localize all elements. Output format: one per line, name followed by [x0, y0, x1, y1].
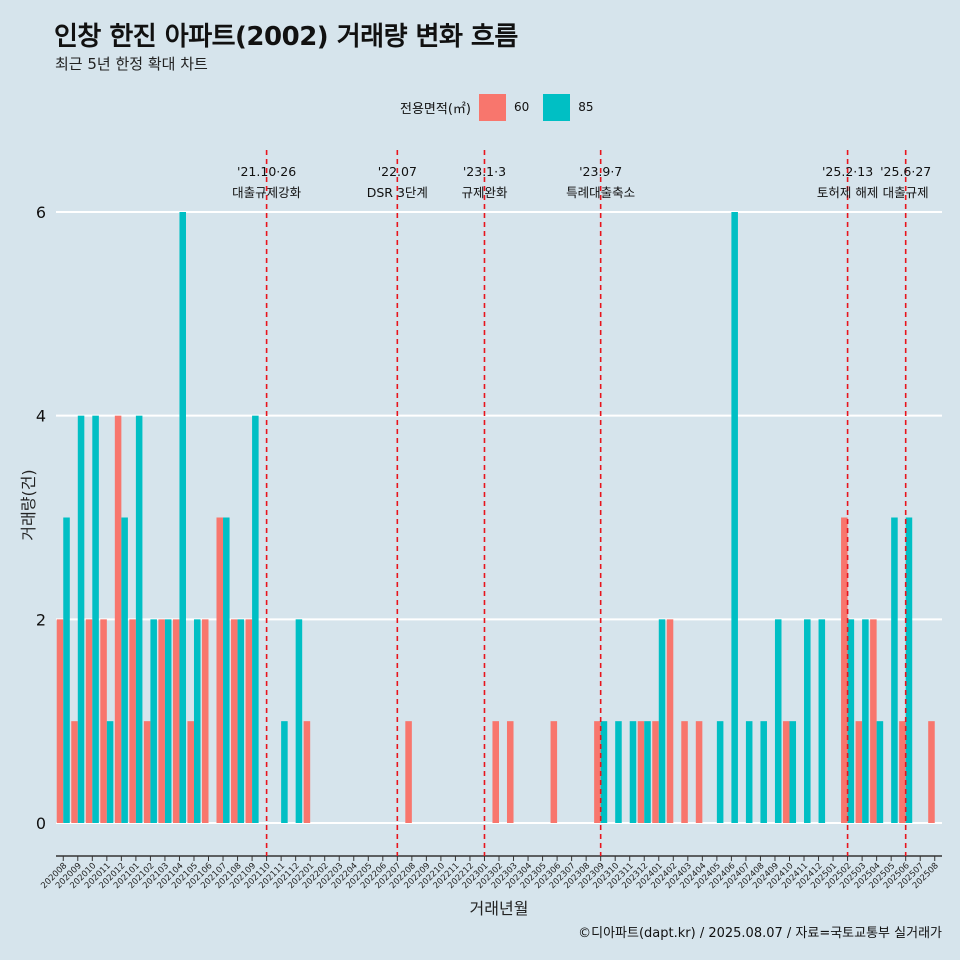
bar-60-202503	[855, 721, 863, 823]
event-date: '25.2·13	[822, 164, 873, 179]
bar-60-202201	[303, 721, 311, 823]
bar-60-202208	[405, 721, 412, 823]
legend-swatch-60	[478, 93, 506, 121]
bar-60-202108	[231, 619, 238, 823]
event-date: '23.9·7	[579, 164, 622, 179]
bar-60-202011	[100, 619, 107, 823]
bar-60-202504	[870, 619, 877, 823]
bar-85-202503	[862, 619, 869, 823]
x-axis-title: 거래년월	[470, 899, 529, 918]
bar-60-202010	[85, 619, 93, 823]
legend-label-60: 60	[513, 100, 530, 114]
bar-85-202109	[252, 415, 259, 823]
y-tick-label: 4	[36, 407, 46, 426]
bar-85-202411	[804, 619, 811, 823]
event-date: '23.1·3	[463, 164, 506, 179]
event-label: 특례대출축소	[566, 185, 635, 200]
event-label: 규제완화	[461, 185, 508, 200]
legend-label-85: 85	[578, 100, 594, 114]
bar-60-202104	[172, 619, 180, 823]
bar-60-202302	[492, 721, 499, 823]
bar-85-202012	[121, 517, 128, 823]
bar-60-202502	[841, 517, 848, 823]
bar-60-202506	[899, 721, 906, 823]
event-date: '25.6·27	[880, 164, 931, 179]
y-tick-label: 0	[36, 814, 46, 833]
bar-60-202101	[129, 619, 136, 823]
legend-title: 전용면적(㎡)	[400, 101, 471, 117]
bar-85-202010	[92, 415, 99, 823]
bar-60-202402	[666, 619, 674, 823]
bar-85-202011	[106, 721, 114, 823]
bar-85-202105	[193, 619, 201, 823]
bar-85-202310	[615, 721, 622, 823]
bar-85-202409	[774, 619, 782, 823]
bar-85-202111	[281, 721, 288, 823]
chart-title: 인창 한진 아파트(2002) 거래량 변화 흐름	[54, 22, 518, 52]
bar-85-202407	[745, 721, 753, 823]
bar-60-202404	[695, 721, 703, 823]
bar-60-202009	[71, 721, 78, 823]
bar-85-202401	[658, 619, 666, 823]
bar-85-202009	[77, 415, 85, 823]
bar-60-202008	[56, 619, 64, 823]
bar-60-202107	[216, 517, 224, 823]
event-date: '22.07	[378, 164, 417, 179]
bar-60-202410	[782, 721, 790, 823]
event-label: DSR 3단계	[367, 185, 428, 200]
bar-60-202306	[550, 721, 558, 823]
bar-85-202104	[179, 212, 186, 823]
bar-60-202403	[681, 721, 688, 823]
bar-60-202105	[187, 721, 194, 823]
source-caption: ©디아파트(dapt.kr) / 2025.08.07 / 자료=국토교통부 실…	[578, 926, 942, 941]
bar-60-202401	[652, 721, 659, 823]
bar-85-202107	[223, 517, 230, 823]
bar-85-202405	[716, 721, 724, 823]
bar-85-202112	[295, 619, 303, 823]
y-tick-label: 2	[36, 610, 46, 629]
bar-85-202505	[891, 517, 898, 823]
bar-60-202312	[637, 721, 645, 823]
bar-60-202309	[594, 721, 601, 823]
bar-60-202103	[158, 619, 165, 823]
bar-85-202008	[63, 517, 70, 823]
chart-subtitle: 최근 5년 한정 확대 차트	[55, 55, 208, 73]
event-label: 대출규제강화	[232, 185, 302, 200]
bar-85-202412	[818, 619, 826, 823]
bar-85-202108	[237, 619, 245, 823]
bar-85-202102	[150, 619, 157, 823]
bar-85-202406	[731, 212, 738, 823]
bar-85-202504	[876, 721, 884, 823]
legend: 전용면적(㎡) 60 85	[400, 93, 608, 121]
y-tick-label: 6	[36, 203, 46, 222]
bar-60-202303	[506, 721, 514, 823]
event-date: '21.10·26	[237, 164, 296, 179]
bar-60-202012	[114, 415, 122, 823]
bar-60-202508	[928, 721, 935, 823]
bar-60-202109	[245, 619, 253, 823]
bar-85-202312	[644, 721, 651, 823]
bar-85-202103	[164, 619, 172, 823]
event-label: 대출규제	[883, 185, 929, 200]
bar-85-202408	[760, 721, 767, 823]
y-axis-title: 거래량(건)	[19, 469, 38, 540]
legend-swatch-85	[543, 93, 571, 121]
bar-60-202102	[143, 721, 151, 823]
bar-85-202506	[905, 517, 913, 823]
bar-85-202502	[847, 619, 855, 823]
bar-85-202101	[135, 415, 143, 823]
event-label: 토허제 해제	[817, 185, 878, 200]
bar-60-202106	[201, 619, 209, 823]
bar-85-202410	[789, 721, 797, 823]
bar-85-202309	[600, 721, 608, 823]
bar-85-202311	[629, 721, 637, 823]
